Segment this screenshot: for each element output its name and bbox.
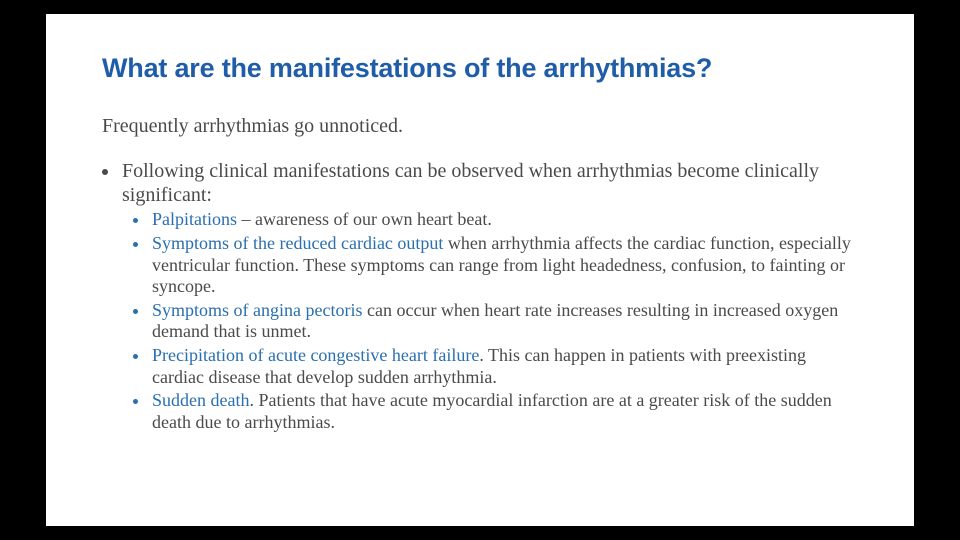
outer-list: Following clinical manifestations can be…: [102, 159, 858, 433]
intro-bullet: Following clinical manifestations can be…: [120, 159, 858, 433]
item-rest: . Patients that have acute myocardial in…: [152, 390, 832, 432]
highlight-term: Precipitation of acute congestive heart …: [152, 345, 479, 365]
lead-paragraph: Frequently arrhythmias go unnoticed.: [102, 114, 858, 139]
slide-title: What are the manifestations of the arrhy…: [102, 52, 858, 84]
list-item: Symptoms of the reduced cardiac output w…: [150, 233, 858, 298]
intro-bullet-text: Following clinical manifestations can be…: [122, 160, 819, 206]
highlight-term: Palpitations: [152, 209, 237, 229]
highlight-term: Symptoms of angina pectoris: [152, 300, 362, 320]
highlight-term: Sudden death: [152, 390, 249, 410]
slide: What are the manifestations of the arrhy…: [46, 14, 914, 526]
highlight-term: Symptoms of the reduced cardiac output: [152, 233, 443, 253]
list-item: Sudden death. Patients that have acute m…: [150, 390, 858, 433]
inner-list: Palpitations – awareness of our own hear…: [122, 209, 858, 433]
list-item: Precipitation of acute congestive heart …: [150, 345, 858, 388]
list-item: Palpitations – awareness of our own hear…: [150, 209, 858, 231]
list-item: Symptoms of angina pectoris can occur wh…: [150, 300, 858, 343]
item-rest: – awareness of our own heart beat.: [237, 209, 492, 229]
